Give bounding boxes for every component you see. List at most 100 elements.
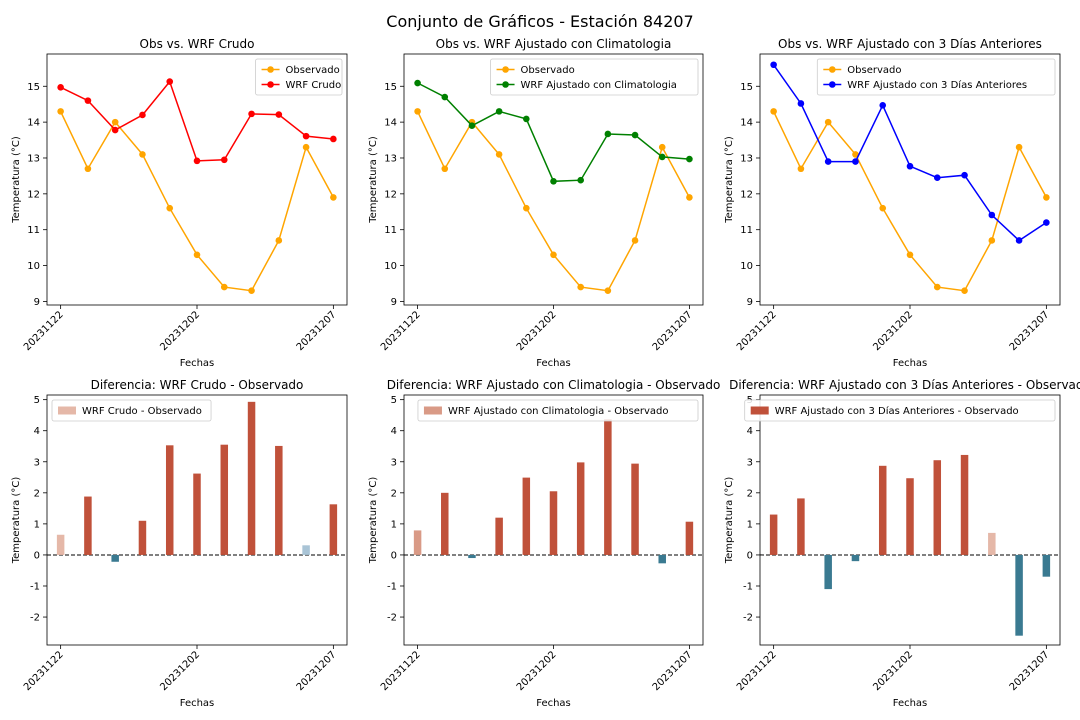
- axes-frame: [403, 394, 704, 646]
- chart-panel-1: Obs vs. WRF Crudo 9 10 11 12 13 14 15 20231122 20…: [11, 37, 348, 369]
- data-point: [275, 237, 283, 244]
- legend-label: WRF Ajustado con Climatologia: [521, 80, 677, 91]
- data-point: [84, 97, 92, 104]
- bar: [1042, 554, 1051, 577]
- plot-area: [760, 454, 1060, 636]
- legend-swatch: [750, 406, 769, 415]
- data-point: [330, 135, 337, 143]
- chart-title: Obs vs. WRF Ajustado con Climatologia: [436, 37, 672, 51]
- series-line-2: [417, 82, 690, 183]
- y-tick-label: 4: [34, 426, 40, 437]
- legend-marker: [829, 81, 836, 88]
- legend-marker: [267, 66, 274, 73]
- bar: [797, 498, 805, 555]
- bar: [275, 445, 283, 555]
- legend-marker: [502, 66, 509, 73]
- x-tick-label: 20231207: [651, 309, 695, 353]
- x-tick-label: 20231207: [1008, 649, 1052, 693]
- x-tick-label: 20231122: [22, 649, 66, 693]
- y-tick-label: 3: [34, 457, 40, 468]
- data-point: [686, 194, 693, 201]
- data-point: [57, 84, 64, 91]
- series-line-1: [416, 111, 691, 292]
- legend-swatch: [58, 406, 76, 415]
- x-axis-label: Fechas: [180, 698, 215, 709]
- y-tick-label: 9: [747, 297, 753, 308]
- data-point: [1043, 219, 1050, 226]
- legend-label: Observado: [521, 65, 575, 76]
- bar: [138, 520, 147, 555]
- legend: WRF Ajustado con 3 Días Anteriores - Obs…: [744, 399, 1056, 422]
- y-tick-label: 1: [747, 519, 753, 530]
- legend-box: [417, 399, 699, 422]
- data-point: [824, 118, 832, 126]
- bar: [878, 465, 887, 555]
- figure-title: Conjunto de Gráficos - Estación 84207: [386, 12, 693, 31]
- data-point: [193, 157, 201, 165]
- legend: WRF Crudo - Observado: [51, 399, 212, 422]
- data-point: [770, 108, 777, 115]
- x-tick-label: 20231202: [158, 649, 202, 693]
- bar: [193, 473, 201, 555]
- y-axis-label: Temperatura (°C): [724, 136, 735, 224]
- bar: [468, 554, 476, 559]
- data-point: [57, 108, 64, 115]
- plot-area: [404, 419, 703, 564]
- y-tick-label: 13: [27, 153, 40, 164]
- bar: [933, 460, 942, 555]
- legend-box: [744, 399, 1056, 422]
- data-point: [770, 61, 777, 69]
- legend-marker: [829, 66, 836, 73]
- series-line-1: [59, 111, 335, 292]
- y-tick-label: 1: [34, 519, 40, 530]
- y-tick-label: 0: [34, 550, 40, 561]
- chart-title: Diferencia: WRF Crudo - Observado: [91, 378, 304, 392]
- y-tick-label: 5: [34, 395, 40, 406]
- data-point: [906, 251, 914, 259]
- legend: Observado WRF Ajustado con 3 Días Anterio…: [816, 58, 1056, 96]
- data-point: [275, 111, 283, 118]
- x-tick-label: 20231122: [379, 309, 423, 353]
- x-tick-label: 20231202: [871, 309, 915, 353]
- bar: [495, 517, 503, 555]
- y-tick-label: 14: [27, 118, 40, 129]
- x-tick-label: 20231207: [651, 649, 695, 693]
- chart-panel-2: Obs vs. WRF Ajustado con Climatologia 9 10…: [368, 37, 704, 369]
- bar: [769, 514, 778, 555]
- chart-title: Obs vs. WRF Crudo: [140, 37, 255, 51]
- data-point: [631, 131, 639, 139]
- bar: [576, 462, 585, 555]
- plot-area: [770, 61, 1050, 294]
- bar: [522, 477, 531, 555]
- data-point: [604, 130, 612, 138]
- data-point: [797, 165, 805, 173]
- chart-panel-3: Obs vs. WRF Ajustado con 3 Días Anterior…: [724, 37, 1061, 369]
- bar: [824, 554, 832, 590]
- bar: [302, 545, 310, 555]
- bar: [960, 454, 969, 555]
- data-point: [879, 101, 887, 109]
- y-tick-label: 15: [27, 82, 40, 93]
- y-tick-label: 4: [391, 426, 397, 437]
- y-tick-label: 15: [384, 82, 397, 93]
- data-point: [933, 283, 941, 291]
- data-point: [852, 158, 859, 165]
- data-point: [414, 108, 421, 115]
- y-tick-label: 13: [384, 153, 397, 164]
- y-tick-label: 12: [384, 189, 397, 200]
- bar: [988, 532, 996, 555]
- plot-area: [47, 401, 347, 562]
- bar: [220, 444, 229, 555]
- data-point: [302, 143, 310, 151]
- y-axis-label: Temperatura (°C): [11, 136, 22, 224]
- chart-title: Obs vs. WRF Ajustado con 3 Días Anterior…: [778, 37, 1042, 51]
- y-tick-label: -1: [743, 581, 753, 592]
- data-point: [1043, 194, 1050, 201]
- data-point: [906, 162, 914, 170]
- y-tick-label: 13: [740, 153, 753, 164]
- y-tick-label: 11: [27, 225, 40, 236]
- y-tick-label: 12: [27, 189, 40, 200]
- data-point: [166, 204, 174, 212]
